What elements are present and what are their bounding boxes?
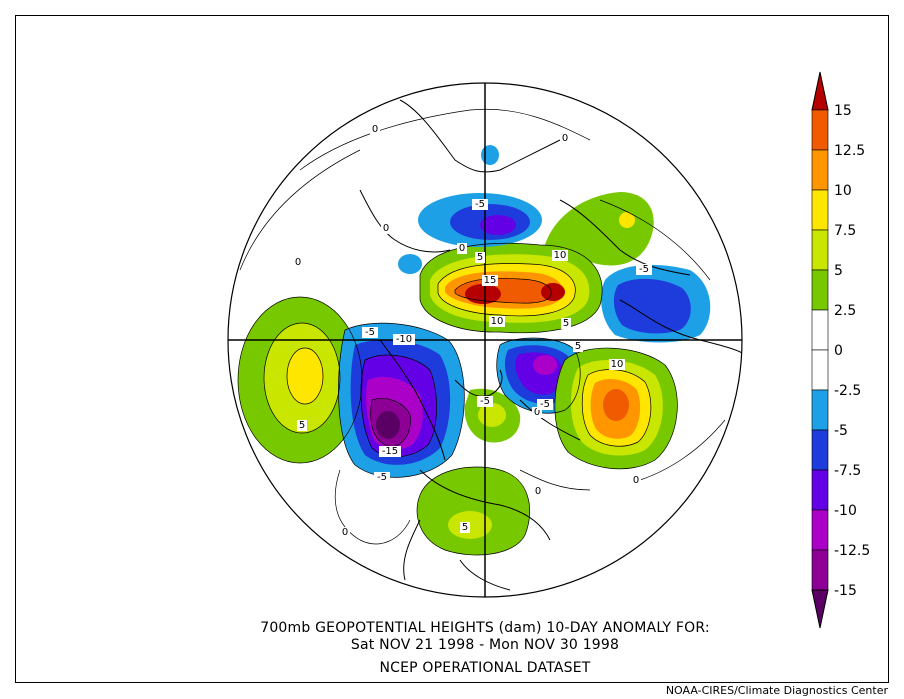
colorbar-bottom-arrow (811, 589, 829, 629)
contour-label: 5 (299, 420, 305, 431)
contour-label: 0 (295, 257, 301, 268)
atlantic-positive-anomaly (554, 348, 678, 469)
colorbar-label: 7.5 (834, 223, 856, 239)
title-line-3: NCEP OPERATIONAL DATASET (379, 660, 591, 676)
contour-label-bg (477, 396, 493, 407)
contour-label: 0 (562, 133, 568, 144)
title-line-2: Sat NOV 21 1998 - Mon NOV 30 1998 (350, 637, 620, 653)
colorbar-label: -7.5 (834, 463, 861, 479)
contour-label: 5 (462, 522, 468, 533)
contour-label-bg (340, 527, 350, 538)
plot-frame (15, 15, 889, 683)
contour-label: 15 (484, 275, 497, 286)
pacific-positive-anomaly (238, 297, 362, 463)
contour-label: 5 (575, 341, 581, 352)
contour-label-bg (362, 327, 378, 338)
west-negative-anomaly (338, 323, 465, 478)
contour-label: 10 (491, 316, 504, 327)
contour-label-bg (636, 264, 652, 275)
colorbar-band (811, 509, 829, 551)
colorbar-label: -2.5 (834, 383, 861, 399)
colorbar: 15 12.5 10 7.5 5 2.5 0 -2.5 -5 -7.5 -10 -12.5 -15 (811, 71, 870, 629)
colorbar-band (811, 269, 829, 311)
contour-label-bg (609, 359, 625, 370)
credit-text: NOAA-CIRES/Climate Diagnostics Center (665, 684, 888, 697)
us-positive-anomaly (417, 467, 530, 555)
contour-label: -15 (382, 446, 398, 457)
contour-label: 0 (459, 243, 465, 254)
contour-label: 5 (563, 318, 569, 329)
contour-label-bg (381, 223, 391, 234)
colorbar-band (811, 309, 829, 351)
contour-label-bg (482, 275, 498, 286)
contour-label-bg (532, 407, 542, 418)
colorbar-label: 12.5 (834, 143, 865, 159)
colorbar-band (811, 109, 829, 151)
coastlines (359, 99, 742, 591)
colorbar-band (811, 349, 829, 391)
contour-label-bg (573, 341, 583, 352)
contour-label: 0 (372, 124, 378, 135)
colorbar-label: -12.5 (834, 543, 870, 559)
contour-label-bg (472, 199, 488, 210)
contour-label: 5 (477, 252, 483, 263)
npacific-negative-anomaly (398, 145, 542, 274)
colorbar-label: 15 (834, 103, 852, 119)
colorbar-band (811, 429, 829, 471)
contour-label: -10 (396, 334, 412, 345)
contour-label-bg (537, 399, 553, 410)
colorbar-label: 10 (834, 183, 852, 199)
contour-label: -5 (540, 399, 550, 410)
contour-label: 0 (535, 486, 541, 497)
contour-label: -5 (365, 327, 375, 338)
colorbar-label: 5 (834, 263, 843, 279)
contour-label-bg (560, 133, 570, 144)
contour-label: 10 (611, 359, 624, 370)
colorbar-top-arrow (811, 71, 829, 111)
contour-label-bg (379, 446, 401, 457)
contour-label: -5 (639, 264, 649, 275)
contour-label-bg (370, 124, 380, 135)
europe-negative-anomaly (601, 264, 711, 343)
contour-label-bg (475, 252, 485, 263)
colorbar-label: -10 (834, 503, 857, 519)
colorbar-band (811, 469, 829, 511)
colorbar-band (811, 189, 829, 231)
contour-label: -5 (377, 472, 387, 483)
colorbar-label: 0 (834, 343, 843, 359)
contour-label-bg (293, 257, 303, 268)
contour-label: 0 (342, 527, 348, 538)
contour-label: 10 (554, 250, 567, 261)
colorbar-band (811, 149, 829, 191)
contour-label: 0 (534, 407, 540, 418)
colorbar-band (811, 389, 829, 431)
contour-label-bg (457, 243, 467, 254)
colorbar-band (811, 229, 829, 271)
contour-label-bg (552, 250, 568, 261)
colorbar-label: 2.5 (834, 303, 856, 319)
contour-label: 0 (383, 223, 389, 234)
contour-label-bg (533, 486, 543, 497)
colorbar-band (811, 549, 829, 591)
colorbar-label: -5 (834, 423, 848, 439)
contour-label-bg (489, 316, 505, 327)
contour-label: -5 (475, 199, 485, 210)
contour-label: 0 (633, 475, 639, 486)
contour-label-bg (460, 522, 470, 533)
contour-lines (237, 108, 726, 556)
contour-label-bg (374, 472, 390, 483)
east-asia-positive-anomaly (545, 192, 654, 266)
contour-label-bg (561, 318, 571, 329)
contour-label-bg (631, 475, 641, 486)
contour-label-bg (297, 420, 307, 431)
colorbar-label: -15 (834, 583, 857, 599)
title-line-1: 700mb GEOPOTENTIAL HEIGHTS (dam) 10-DAY … (260, 620, 710, 636)
contour-label-bg (393, 334, 415, 345)
contour-label: -5 (480, 396, 490, 407)
